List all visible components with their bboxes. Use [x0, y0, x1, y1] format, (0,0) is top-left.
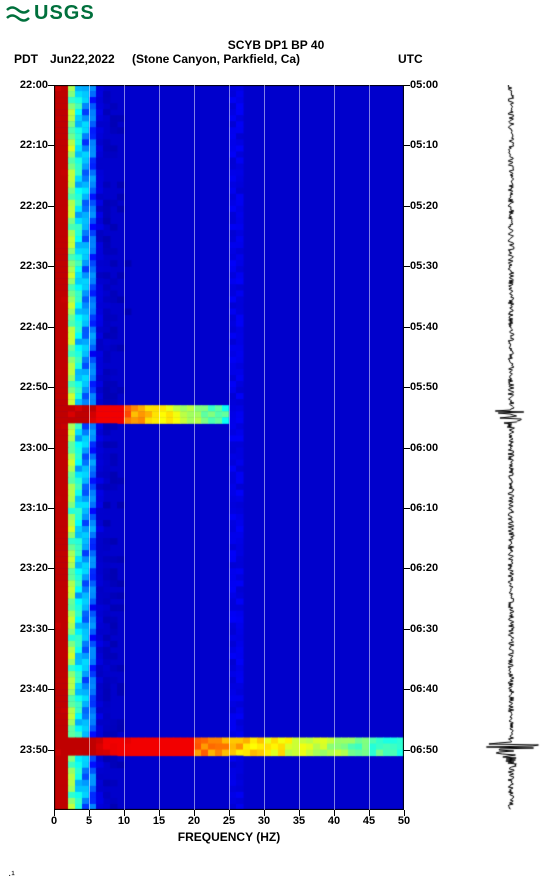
- ytick-mark: [48, 448, 54, 449]
- chart-title: SCYB DP1 BP 40: [0, 38, 552, 52]
- gridline: [229, 85, 230, 810]
- ytick-mark: [404, 85, 410, 86]
- pdt-label: PDT: [14, 52, 38, 66]
- xtick: 10: [114, 815, 134, 827]
- ytick-mark: [48, 145, 54, 146]
- ytick-mark: [48, 387, 54, 388]
- xtick: 0: [44, 815, 64, 827]
- ytick-right: 06:50: [410, 744, 438, 756]
- ytick-mark: [404, 206, 410, 207]
- xtick-mark: [124, 810, 125, 816]
- xtick: 35: [289, 815, 309, 827]
- ytick-left: 22:20: [0, 200, 48, 212]
- ytick-right: 06:00: [410, 442, 438, 454]
- xtick-mark: [159, 810, 160, 816]
- xtick: 25: [219, 815, 239, 827]
- ytick-left: 23:10: [0, 502, 48, 514]
- gridline: [194, 85, 195, 810]
- ytick-left: 22:30: [0, 260, 48, 272]
- location-label: (Stone Canyon, Parkfield, Ca): [132, 52, 300, 66]
- ytick-mark: [404, 145, 410, 146]
- ytick-right: 05:50: [410, 381, 438, 393]
- ytick-right: 06:10: [410, 502, 438, 514]
- ytick-right: 05:20: [410, 200, 438, 212]
- ytick-mark: [404, 508, 410, 509]
- xtick: 40: [324, 815, 344, 827]
- ytick-left: 22:50: [0, 381, 48, 393]
- ytick-mark: [48, 689, 54, 690]
- xtick-mark: [54, 810, 55, 816]
- ytick-mark: [48, 266, 54, 267]
- ytick-mark: [404, 568, 410, 569]
- logo-text: USGS: [34, 2, 95, 25]
- xtick: 20: [184, 815, 204, 827]
- usgs-wave-icon: [6, 4, 30, 24]
- gridline: [299, 85, 300, 810]
- ytick-right: 05:40: [410, 321, 438, 333]
- utc-label: UTC: [398, 52, 423, 66]
- ytick-left: 22:00: [0, 79, 48, 91]
- ytick-mark: [48, 508, 54, 509]
- ytick-mark: [404, 266, 410, 267]
- ytick-mark: [404, 448, 410, 449]
- gridline: [334, 85, 335, 810]
- ytick-mark: [48, 568, 54, 569]
- xtick-mark: [299, 810, 300, 816]
- page-container: { "logo": { "text": "USGS", "color": "#0…: [0, 0, 552, 892]
- xtick-mark: [89, 810, 90, 816]
- ytick-mark: [404, 327, 410, 328]
- xtick: 15: [149, 815, 169, 827]
- ytick-mark: [404, 629, 410, 630]
- ytick-right: 05:10: [410, 139, 438, 151]
- ytick-right: 06:20: [410, 562, 438, 574]
- ytick-left: 23:00: [0, 442, 48, 454]
- date-label: Jun22,2022: [50, 52, 115, 66]
- ytick-left: 22:10: [0, 139, 48, 151]
- ytick-right: 05:30: [410, 260, 438, 272]
- ytick-mark: [404, 689, 410, 690]
- ytick-right: 06:30: [410, 623, 438, 635]
- xtick-mark: [404, 810, 405, 816]
- ytick-mark: [48, 85, 54, 86]
- waveform-canvas: [478, 85, 544, 810]
- gridline: [89, 85, 90, 810]
- xtick: 45: [359, 815, 379, 827]
- ytick-left: 22:40: [0, 321, 48, 333]
- gridline: [369, 85, 370, 810]
- x-axis-label: FREQUENCY (HZ): [54, 830, 404, 844]
- ytick-left: 23:20: [0, 562, 48, 574]
- xtick-mark: [334, 810, 335, 816]
- xtick-mark: [194, 810, 195, 816]
- gridline: [124, 85, 125, 810]
- ytick-mark: [48, 629, 54, 630]
- xtick: 30: [254, 815, 274, 827]
- ytick-right: 06:40: [410, 683, 438, 695]
- ytick-left: 23:40: [0, 683, 48, 695]
- xtick-mark: [229, 810, 230, 816]
- ytick-left: 23:50: [0, 744, 48, 756]
- xtick-mark: [264, 810, 265, 816]
- ytick-mark: [48, 206, 54, 207]
- xtick: 50: [394, 815, 414, 827]
- ytick-left: 23:30: [0, 623, 48, 635]
- ytick-mark: [48, 327, 54, 328]
- ytick-right: 05:00: [410, 79, 438, 91]
- xtick-mark: [369, 810, 370, 816]
- ytick-mark: [404, 750, 410, 751]
- xtick: 5: [79, 815, 99, 827]
- ytick-mark: [404, 387, 410, 388]
- gridline: [264, 85, 265, 810]
- gridline: [159, 85, 160, 810]
- usgs-logo: USGS: [6, 2, 95, 25]
- corner-mark: ·¹: [8, 870, 15, 881]
- ytick-mark: [48, 750, 54, 751]
